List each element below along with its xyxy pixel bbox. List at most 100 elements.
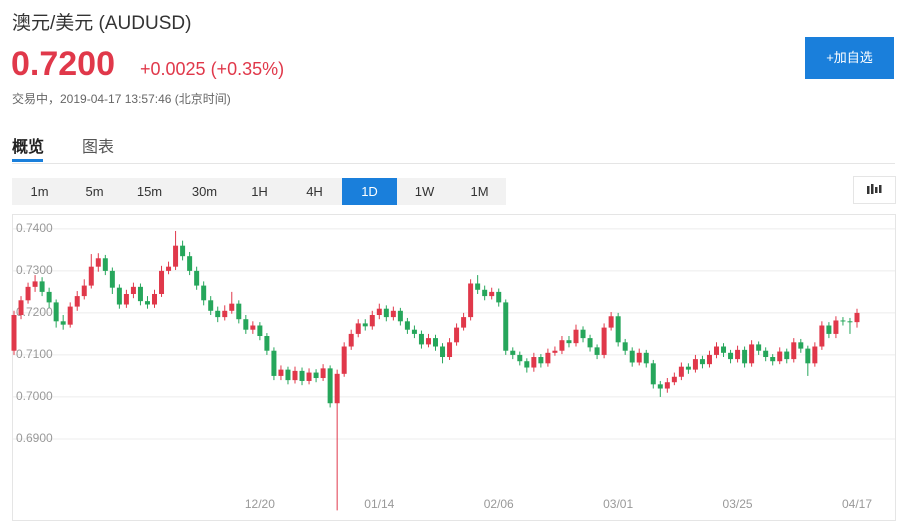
candle-body: [566, 340, 572, 344]
candle-body: [404, 321, 410, 330]
candle-body: [355, 323, 361, 334]
interval-button[interactable]: 5m: [85, 184, 104, 199]
candle-body: [587, 338, 593, 348]
candle-body: [109, 270, 115, 288]
candle-body: [685, 366, 691, 370]
tab[interactable]: 概览: [12, 139, 45, 156]
candle-body: [482, 289, 488, 297]
x-tick-label: 03/01: [603, 497, 633, 511]
change: +0.0025 (+0.35%): [140, 59, 285, 79]
candle-body: [657, 384, 663, 389]
candle-body: [735, 349, 741, 360]
candle-body: [144, 301, 150, 305]
candle-body: [643, 352, 649, 364]
candle-body: [292, 370, 298, 381]
candle-body: [805, 348, 811, 364]
add-watchlist-button[interactable]: +加自选: [805, 37, 894, 79]
y-tick-label: 0.7400: [16, 221, 53, 235]
candle-body: [784, 351, 790, 360]
tab[interactable]: 图表: [82, 139, 115, 156]
candle-body: [320, 368, 326, 379]
candle-body: [137, 286, 143, 302]
interval-bar: [12, 178, 506, 205]
candle-body: [116, 287, 122, 305]
candle-body: [580, 329, 586, 339]
candle-body: [25, 286, 31, 301]
candle-body: [348, 333, 354, 347]
candle-body: [81, 285, 87, 297]
candle-body: [812, 346, 818, 364]
candle-body: [88, 266, 94, 286]
candle-body: [763, 350, 769, 358]
candle-body: [461, 317, 467, 328]
candle-body: [334, 373, 340, 404]
candle-body: [454, 327, 460, 343]
candle-body: [67, 306, 73, 325]
candle-body: [278, 369, 284, 376]
candle-body: [447, 342, 453, 358]
candle-body: [671, 376, 677, 383]
candle-body: [271, 350, 277, 376]
candle-body: [608, 316, 614, 328]
interval-button[interactable]: 15m: [136, 184, 163, 199]
candle-body: [475, 283, 481, 290]
x-tick-label: 01/14: [364, 497, 394, 511]
candle-body: [777, 351, 783, 362]
tab-underline: [12, 159, 43, 162]
interval-button[interactable]: 1m: [30, 184, 49, 199]
interval-button[interactable]: 30m: [191, 184, 218, 199]
candle-body: [411, 329, 417, 334]
y-tick-label: 0.7000: [16, 389, 53, 403]
candle-body: [60, 321, 66, 325]
candle-body: [74, 296, 80, 307]
candle-body: [383, 308, 389, 318]
candle-body: [650, 363, 656, 385]
divider: [12, 163, 895, 164]
candle-body: [721, 346, 727, 353]
candle-body: [636, 352, 642, 363]
candle-body: [257, 325, 263, 337]
candle-body: [180, 245, 186, 257]
candle-body: [215, 310, 221, 318]
interval-button[interactable]: 1H: [251, 184, 268, 199]
candle-body: [524, 361, 530, 368]
candle-body: [201, 285, 207, 301]
candle-body: [313, 372, 319, 379]
candle-body: [46, 291, 52, 303]
candle-body: [327, 368, 333, 404]
candle-body: [629, 350, 635, 363]
candle-body: [95, 258, 101, 267]
indicator-icon: [867, 184, 882, 194]
y-tick-label: 0.7100: [16, 347, 53, 361]
candle-body: [594, 347, 600, 355]
interval-button[interactable]: 4H: [306, 184, 323, 199]
interval-button[interactable]: 1W: [414, 184, 435, 199]
interval-button[interactable]: 1D: [342, 178, 397, 205]
candle-body: [433, 338, 438, 347]
candle-body: [418, 333, 424, 345]
candle-body: [285, 369, 291, 381]
candle-body: [854, 312, 860, 323]
candle-body: [194, 270, 200, 286]
x-tick-label: 12/20: [245, 497, 275, 511]
candle-body: [706, 354, 712, 365]
candle-body: [770, 357, 776, 362]
candle-body: [742, 349, 748, 364]
y-tick-label: 0.7300: [16, 263, 53, 277]
candle-body: [545, 352, 551, 364]
candle-body: [390, 310, 396, 318]
candle-body: [102, 258, 108, 271]
title: 澳元/美元 (AUDUSD): [12, 13, 192, 34]
candle-body: [152, 293, 157, 305]
indicator-button[interactable]: [853, 176, 896, 204]
candle-body: [222, 310, 228, 318]
candle-body: [341, 346, 347, 374]
candle-body: [559, 340, 565, 351]
interval-button[interactable]: 1M: [470, 184, 489, 199]
candle-body: [369, 315, 375, 327]
candle-body: [573, 329, 579, 344]
candle-body: [791, 342, 797, 360]
candle-body: [243, 319, 249, 330]
